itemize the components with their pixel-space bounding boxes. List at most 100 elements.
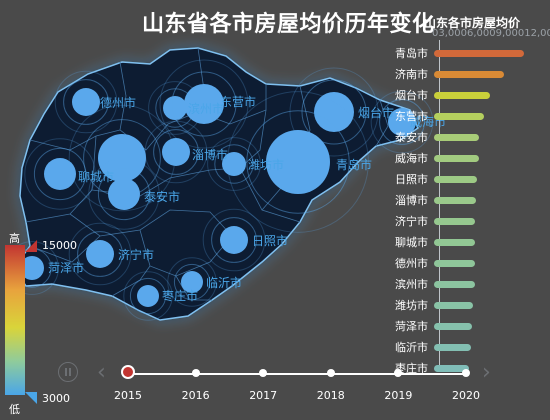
play-pause-button[interactable] xyxy=(58,362,78,382)
city-bubble[interactable] xyxy=(163,96,187,120)
ranking-city-label: 泰安市 xyxy=(395,131,428,144)
ripple-ring xyxy=(68,222,132,286)
chevron-right-icon[interactable]: › xyxy=(482,360,491,385)
ripple-ring xyxy=(63,79,109,125)
timeline-label-2016[interactable]: 2016 xyxy=(181,389,210,402)
ranking-row: 威海市 xyxy=(376,151,479,165)
ranking-bar[interactable] xyxy=(434,238,475,246)
city-bubble[interactable] xyxy=(98,134,146,182)
map-label-jining: 济宁市 xyxy=(118,247,154,262)
timeline-dot-2020[interactable] xyxy=(462,369,470,377)
map-label-liaocheng: 聊城市 xyxy=(78,169,114,184)
map-label-zaozhuang: 枣庄市 xyxy=(162,288,198,303)
visual-map-bottom-handle[interactable] xyxy=(25,392,39,406)
timeline-track xyxy=(128,373,466,375)
visual-map-top-handle[interactable] xyxy=(25,238,39,252)
city-bubble[interactable] xyxy=(72,88,100,116)
visual-map-min-value: 3000 xyxy=(42,392,70,405)
visual-map-gradient[interactable] xyxy=(5,245,25,395)
city-bubble[interactable] xyxy=(137,285,159,307)
ranking-axis-line xyxy=(439,40,440,370)
city-bubble[interactable] xyxy=(162,138,190,166)
ranking-bar[interactable] xyxy=(434,112,484,120)
ranking-city-label: 日照市 xyxy=(395,173,428,186)
timeline-label-2019[interactable]: 2019 xyxy=(384,389,413,402)
map-label-rizhao: 日照市 xyxy=(252,233,288,248)
city-bubble[interactable] xyxy=(86,240,114,268)
map-label-binzhou: 滨州市 xyxy=(188,101,224,116)
ranking-bar[interactable] xyxy=(434,259,475,267)
ripple-ring xyxy=(202,208,266,272)
map-label-taian: 泰安市 xyxy=(144,189,180,204)
timeline-dot-2017[interactable] xyxy=(259,369,268,377)
ranking-city-label: 东营市 xyxy=(395,110,428,123)
ranking-row: 临沂市 xyxy=(376,340,471,354)
ripple-ring xyxy=(123,271,173,321)
city-bubble[interactable] xyxy=(20,256,44,280)
map-label-dezhou: 德州市 xyxy=(100,95,136,110)
ripple-ring xyxy=(97,167,151,221)
ranking-row: 潍坊市 xyxy=(376,298,473,312)
city-bubble[interactable] xyxy=(222,152,246,176)
ranking-city-label: 济南市 xyxy=(395,68,428,81)
map-label-linyi: 临沂市 xyxy=(206,275,242,290)
timeline-dot-2018[interactable] xyxy=(326,369,335,377)
ripple-ring xyxy=(54,70,118,134)
city-bubble[interactable] xyxy=(44,158,76,190)
ranking-city-label: 潍坊市 xyxy=(395,299,428,312)
ranking-row: 泰安市 xyxy=(376,130,479,144)
ranking-city-label: 滨州市 xyxy=(395,278,428,291)
ranking-row: 济宁市 xyxy=(376,214,475,228)
timeline-dot-2016[interactable] xyxy=(191,369,200,377)
ranking-city-label: 青岛市 xyxy=(395,47,428,60)
city-bubble[interactable] xyxy=(266,130,330,194)
ranking-city-label: 聊城市 xyxy=(395,236,428,249)
chevron-left-icon[interactable]: ‹ xyxy=(97,360,106,385)
map-label-dongying: 东营市 xyxy=(220,94,256,109)
ripple-ring xyxy=(24,138,96,210)
city-bubble[interactable] xyxy=(181,271,203,293)
ranking-row: 济南市 xyxy=(376,67,504,81)
ranking-bar[interactable] xyxy=(434,217,475,225)
ranking-bar[interactable] xyxy=(434,280,475,288)
city-bubble[interactable] xyxy=(108,178,140,210)
timeline-dot-2019[interactable] xyxy=(394,369,403,377)
ranking-bar[interactable] xyxy=(434,154,479,162)
timeline-label-2020[interactable]: 2020 xyxy=(452,389,480,402)
ranking-row: 德州市 xyxy=(376,256,475,270)
ranking-bar[interactable] xyxy=(434,196,476,204)
city-bubble[interactable] xyxy=(314,92,354,132)
ranking-bar[interactable] xyxy=(434,322,472,330)
map-label-qingdao: 青岛市 xyxy=(336,157,372,172)
city-bubble[interactable] xyxy=(388,108,416,136)
ripple-ring xyxy=(173,263,211,301)
ranking-city-label: 威海市 xyxy=(395,152,428,165)
timeline-dot-2015[interactable] xyxy=(121,365,135,379)
ranking-bar[interactable] xyxy=(434,364,469,372)
ranking-bar[interactable] xyxy=(434,133,479,141)
map-label-weifang: 潍坊市 xyxy=(248,157,284,172)
ranking-bar[interactable] xyxy=(434,175,477,183)
city-bubbles xyxy=(5,59,434,321)
ripple-ring xyxy=(159,59,249,149)
city-bubble[interactable] xyxy=(184,84,224,124)
city-bubble[interactable] xyxy=(220,226,248,254)
ranking-city-label: 济宁市 xyxy=(395,215,428,228)
city-borders xyxy=(25,47,389,301)
ranking-bar[interactable] xyxy=(434,49,524,57)
ranking-bar[interactable] xyxy=(434,91,490,99)
timeline-label-2015[interactable]: 2015 xyxy=(114,389,142,402)
ripple-ring xyxy=(171,71,237,137)
timeline-label-2018[interactable]: 2018 xyxy=(316,389,345,402)
ranking-row: 淄博市 xyxy=(376,193,476,207)
ranking-city-label: 淄博市 xyxy=(395,194,428,207)
ranking-bar[interactable] xyxy=(434,70,504,78)
ripple-ring xyxy=(144,120,208,184)
page-title: 山东省各市房屋均价历年变化 xyxy=(142,12,435,37)
ranking-bar[interactable] xyxy=(434,301,473,309)
ranking-row: 东营市 xyxy=(376,109,484,123)
ranking-bar[interactable] xyxy=(434,343,471,351)
ranking-row: 日照市 xyxy=(376,172,477,186)
timeline-label-2017[interactable]: 2017 xyxy=(249,389,278,402)
